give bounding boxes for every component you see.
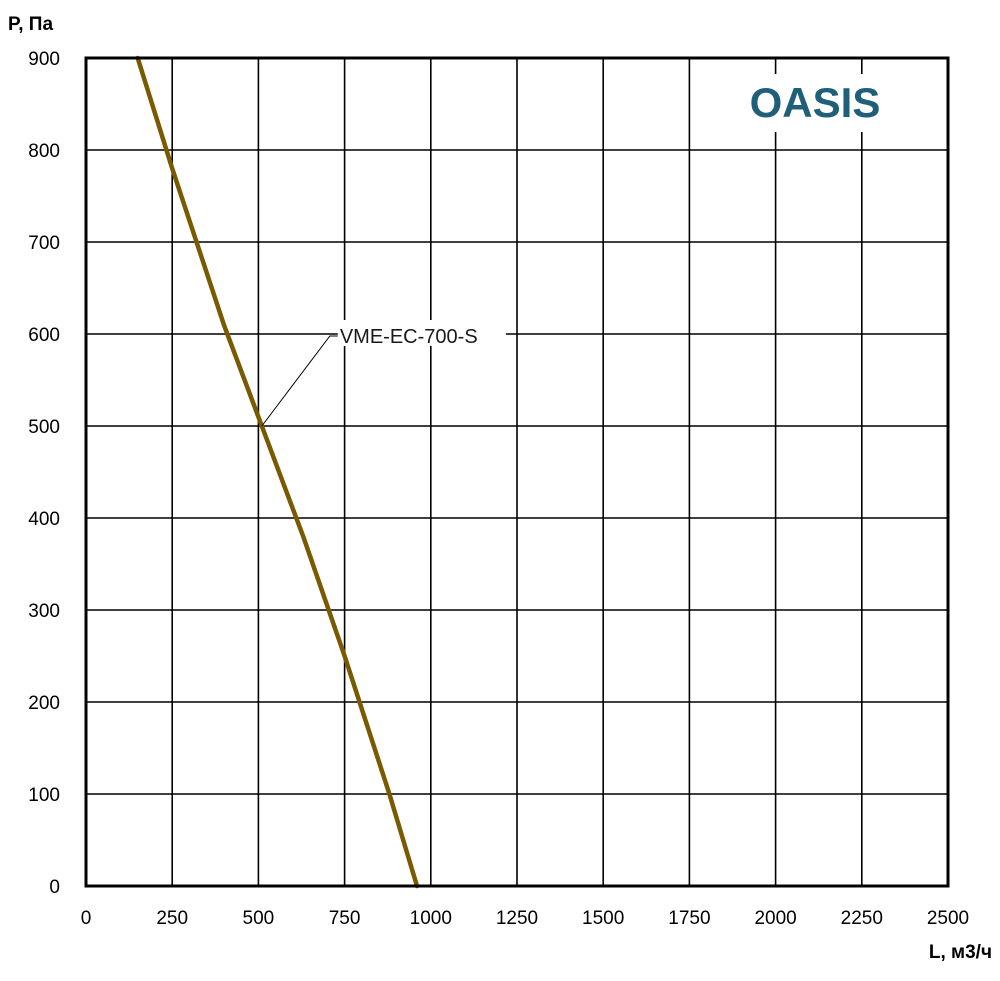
y-tick-label-400: 400 [28, 509, 60, 530]
x-axis-title: L, м3/ч [929, 942, 992, 963]
x-tick-label-2250: 2250 [841, 908, 883, 929]
y-tick-label-800: 800 [28, 141, 60, 162]
y-tick-label-700: 700 [28, 233, 60, 254]
x-tick-label-1500: 1500 [582, 908, 624, 929]
grid-lines [85, 57, 949, 887]
x-axis-ticks: 0 250 500 750 1000 1250 1500 1750 2000 2250 2500 [81, 908, 969, 929]
y-tick-label-0: 0 [49, 877, 60, 898]
x-tick-label-1750: 1750 [668, 908, 710, 929]
y-tick-label-200: 200 [28, 693, 60, 714]
x-tick-label-0: 0 [81, 908, 92, 929]
y-tick-label-300: 300 [28, 601, 60, 622]
x-tick-label-1250: 1250 [496, 908, 538, 929]
x-tick-label-250: 250 [156, 908, 188, 929]
series-label-backdrop-0 [337, 320, 506, 346]
x-tick-label-2000: 2000 [754, 908, 796, 929]
y-tick-label-100: 100 [28, 785, 60, 806]
brand-logo: OASIS [750, 79, 881, 126]
y-tick-label-500: 500 [28, 417, 60, 438]
series-leader-line-0 [261, 335, 338, 427]
y-tick-label-600: 600 [28, 325, 60, 346]
series-line-0 [135, 55, 420, 889]
y-axis-ticks: 0 100 200 300 400 500 600 700 800 900 [28, 49, 60, 898]
series-layer: VME-EC-700-S [135, 55, 506, 889]
x-tick-label-1000: 1000 [410, 908, 452, 929]
plot-frame [84, 56, 950, 888]
x-tick-label-500: 500 [243, 908, 275, 929]
logo-backdrop [740, 74, 890, 132]
series-label-0: VME-EC-700-S [340, 326, 478, 348]
x-tick-label-2500: 2500 [927, 908, 969, 929]
y-axis-title: P, Па [8, 14, 53, 35]
x-tick-label-750: 750 [329, 908, 361, 929]
y-tick-label-900: 900 [28, 49, 60, 70]
